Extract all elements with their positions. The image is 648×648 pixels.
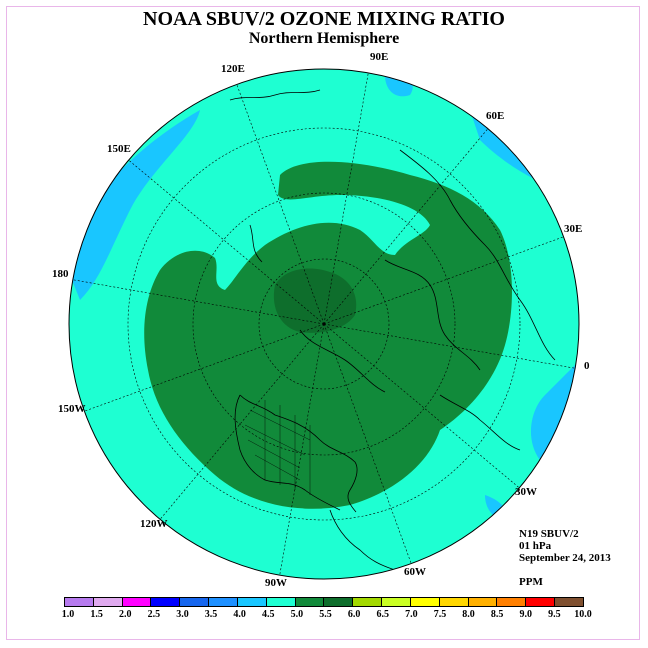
map-outline	[68, 68, 580, 580]
longitude-label: 30E	[564, 223, 583, 235]
meridian-line	[236, 84, 325, 325]
pressure-level-label: 01 hPa	[519, 540, 552, 552]
colorbar-tick-label: 5.0	[290, 609, 304, 620]
colorbar-tick-label: 9.0	[519, 609, 533, 620]
colorbar-swatch	[122, 598, 152, 606]
meridian-line	[323, 323, 412, 564]
colorbar-tick-label: 9.5	[548, 609, 561, 620]
colorbar-swatch	[353, 598, 383, 606]
longitude-label: 30W	[515, 486, 537, 498]
longitude-label: 90E	[370, 51, 389, 63]
colorbar-swatch	[295, 598, 325, 606]
colorbar-tick-label: 8.0	[462, 609, 475, 620]
meridian-line	[323, 128, 489, 325]
colorbar-swatch	[237, 598, 267, 606]
high-ozone-region	[144, 161, 512, 509]
meridian-line	[159, 323, 325, 520]
colorbar-swatch	[439, 598, 469, 606]
meridian-line	[128, 159, 325, 325]
colorbar-tick-label: 4.0	[233, 609, 246, 620]
colorbar-swatch	[497, 598, 527, 606]
meridian-line	[84, 323, 325, 412]
colorbar-swatch	[555, 598, 583, 606]
longitude-label: 120E	[221, 63, 245, 75]
colorbar-tick-label: 1.0	[61, 609, 75, 620]
colorbar-tick-label: 8.5	[490, 609, 504, 620]
colorbar-swatch	[526, 598, 556, 606]
colorbar-tick-label: 1.5	[90, 609, 103, 620]
longitude-label: 180	[52, 268, 69, 280]
colorbar-tick-label: 7.0	[405, 609, 418, 620]
colorbar-tick-label: 7.5	[433, 609, 447, 620]
date-label: September 24, 2013	[519, 552, 611, 564]
meridian-line	[323, 323, 520, 489]
low-ozone-region-east	[530, 360, 579, 460]
meridian-line	[323, 236, 564, 325]
colorbar-tick-label: 6.0	[347, 609, 361, 620]
colorbar-tick-label: 3.0	[176, 609, 189, 620]
colorbar-tick-label: 6.5	[376, 609, 389, 620]
meridian-line	[279, 323, 325, 576]
colorbar	[64, 597, 584, 607]
longitude-label: 0	[584, 360, 590, 372]
longitude-label: 120W	[140, 518, 168, 530]
meridian-line	[72, 279, 325, 325]
longitude-label: 150W	[58, 403, 86, 415]
colorbar-tick-label: 4.5	[262, 609, 275, 620]
meridian-line	[323, 323, 576, 369]
longitude-label: 150E	[107, 143, 131, 155]
meridian-line	[323, 72, 369, 325]
colorbar-swatch	[324, 598, 354, 606]
colorbar-tick-label: 3.5	[204, 609, 218, 620]
map-title: NOAA SBUV/2 OZONE MIXING RATIO	[143, 8, 505, 30]
colorbar-swatch	[410, 598, 440, 606]
instrument-label: N19 SBUV/2	[519, 528, 579, 540]
colorbar-tick-label: 2.0	[118, 609, 132, 620]
state-borders	[244, 400, 311, 495]
longitude-label: 60E	[486, 110, 505, 122]
highest-ozone-core	[273, 268, 357, 333]
colorbar-swatch	[180, 598, 210, 606]
figure-frame	[6, 6, 640, 640]
low-ozone-region-west	[69, 110, 200, 300]
longitude-label: 90W	[265, 577, 287, 589]
units-label: PPM	[519, 576, 543, 588]
colorbar-swatch	[382, 598, 411, 606]
colorbar-swatch	[266, 598, 296, 606]
colorbar-swatch	[468, 598, 498, 606]
colorbar-tick-label: 2.5	[147, 609, 161, 620]
colorbar-tick-label: 5.5	[319, 609, 332, 620]
map-subtitle: Northern Hemisphere	[248, 30, 400, 47]
colorbar-swatch	[209, 598, 238, 606]
colorbar-swatch	[93, 598, 123, 606]
graticule	[72, 72, 576, 576]
colorbar-swatch	[65, 598, 94, 606]
colorbar-tick-label: 10.0	[574, 609, 592, 620]
colorbar-swatch	[151, 598, 181, 606]
longitude-label: 60W	[404, 566, 426, 578]
